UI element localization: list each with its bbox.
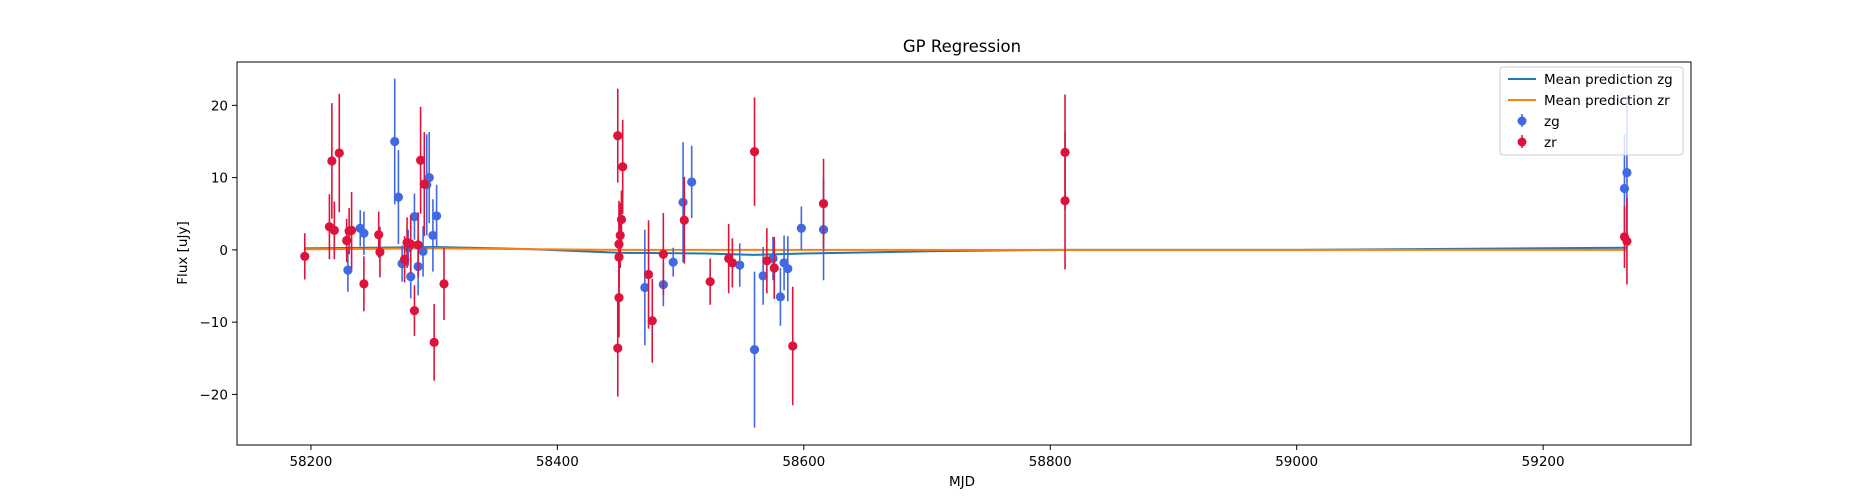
zg-data-point [418, 246, 428, 256]
zr-data-point [615, 230, 625, 241]
zg-data-point [424, 173, 434, 183]
zr-data-point [327, 156, 337, 166]
zg-data-point [1622, 167, 1632, 178]
zr-data-point [419, 179, 429, 189]
plot-area [300, 78, 1632, 428]
zg-data-point [775, 292, 786, 302]
zr-data-point [415, 155, 426, 165]
zr-data-point [749, 147, 760, 157]
legend-label-zg: zg [1544, 114, 1560, 130]
zr-data-point [300, 251, 310, 261]
zr-data-point [346, 225, 357, 235]
x-tick-label: 58800 [1029, 454, 1072, 470]
zr-data-point [406, 239, 416, 249]
axes-frame [236, 61, 1692, 446]
zg-data-point [432, 211, 442, 221]
zr-data-point [413, 240, 423, 250]
legend-label-mean-zr: Mean prediction zr [1544, 93, 1670, 109]
zr-data-point [818, 199, 829, 209]
y-tick-label: −20 [200, 387, 229, 403]
zg-data-point [678, 197, 688, 207]
zr-data-point [334, 148, 344, 158]
zr-data-point [727, 258, 737, 268]
zg-data-point [758, 271, 768, 281]
zg-data-point [390, 136, 400, 147]
y-axis-label: Flux [uJy] [175, 221, 191, 284]
zr-data-point [613, 343, 623, 353]
zg-data-point [393, 192, 404, 202]
zr-data-point [613, 131, 623, 141]
chart-title: GP Regression [903, 37, 1021, 56]
zr-data-point [658, 249, 668, 259]
x-tick-label: 58200 [289, 454, 332, 470]
y-tick-label: 0 [219, 243, 228, 259]
zr-data-point [762, 256, 772, 266]
zg-data-point [783, 264, 793, 274]
zr-data-point [409, 305, 420, 316]
zr-data-point [359, 279, 369, 289]
zg-data-point [735, 260, 745, 270]
y-tick-label: −10 [200, 315, 229, 331]
zg-data-point [428, 230, 438, 241]
zr-data-point [329, 225, 339, 235]
zg-data-point [687, 177, 697, 187]
zr-data-point [769, 263, 779, 273]
zr-data-point [374, 230, 384, 240]
zg-data-point [359, 228, 369, 238]
mean-prediction-line-zr [304, 247, 1627, 251]
legend: Mean prediction zg Mean prediction zr zg… [1499, 66, 1684, 156]
zr-data-point [618, 162, 628, 172]
legend-label-mean-zg: Mean prediction zg [1544, 72, 1673, 88]
zg-data-point [343, 265, 353, 275]
x-tick-label: 59000 [1275, 454, 1318, 470]
y-tick-label: 10 [211, 171, 228, 187]
zr-data-point [616, 214, 627, 225]
zr-data-point [614, 292, 624, 303]
legend-box [1499, 66, 1684, 156]
y-tick-label: 20 [211, 98, 228, 114]
x-tick-label: 58600 [782, 454, 825, 470]
x-axis-label: MJD [949, 474, 975, 490]
zr-data-point [643, 269, 654, 280]
legend-swatch-zg-marker [1517, 116, 1527, 126]
zg-data-point [406, 272, 416, 282]
zr-data-point [705, 277, 715, 287]
x-tick-label: 59200 [1522, 454, 1565, 470]
zg-data-point [640, 282, 650, 293]
y-axis-ticks: −20 −10 0 10 20 [200, 98, 237, 403]
zr-data-point [439, 279, 449, 289]
zg-data-point [796, 223, 806, 233]
zr-data-point [788, 341, 798, 351]
zr-data-point [647, 316, 657, 326]
zr-data-point [375, 247, 385, 257]
zr-data-point [679, 215, 689, 225]
zr-data-point [429, 337, 439, 347]
x-axis-ticks: 58200 58400 58600 58800 59000 59200 [289, 445, 1565, 470]
legend-label-zr: zr [1544, 135, 1557, 151]
zg-data-point [749, 345, 760, 355]
zr-data-point [1060, 196, 1070, 206]
zg-data-point [668, 257, 678, 267]
zr-data-point [1622, 236, 1632, 246]
legend-swatch-zr-marker [1517, 137, 1527, 147]
x-tick-label: 58400 [536, 454, 579, 470]
zg-data-point [409, 212, 420, 222]
